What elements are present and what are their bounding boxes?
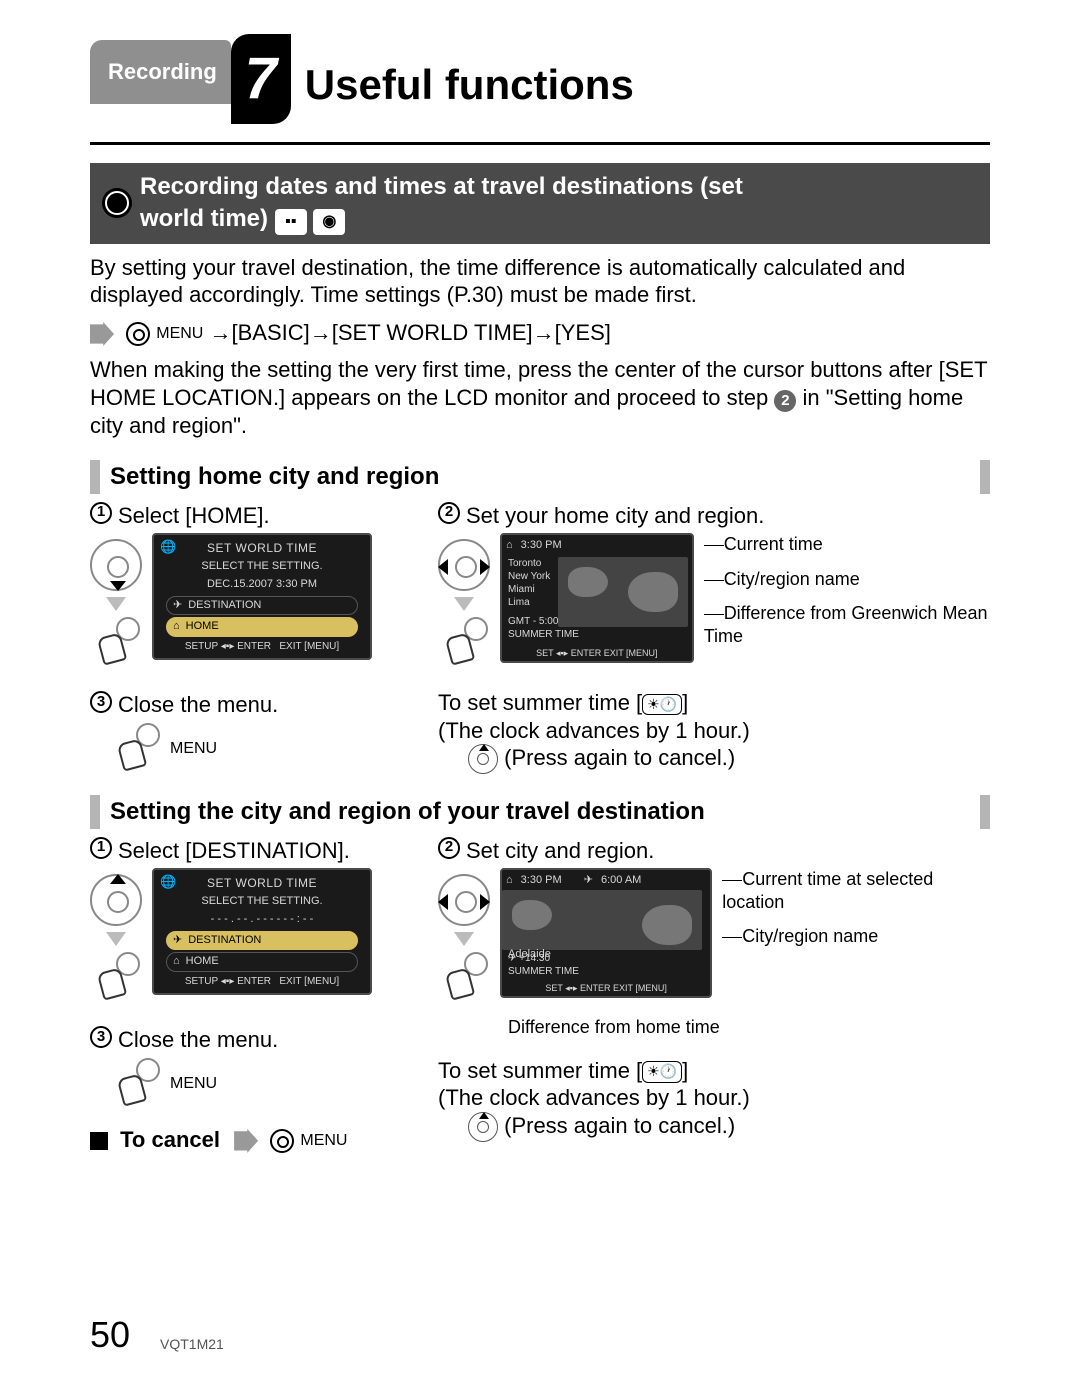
callout-city-name: City/region name (742, 926, 878, 946)
page-header: Recording 7 Useful functions (90, 40, 990, 130)
step-3-text: Close the menu. (118, 691, 278, 719)
dpad-lr-icon (438, 539, 490, 591)
step-ref-2: 2 (774, 390, 796, 412)
dpad-up-icon (468, 1112, 498, 1142)
press-menu-icon (110, 723, 162, 775)
arrow-down-icon (106, 597, 126, 611)
world-map-icon (502, 890, 702, 950)
home-icon: ⌂ (173, 955, 180, 969)
row-destination: ✈DESTINATION (166, 931, 358, 951)
page-number: 50 (90, 1312, 130, 1357)
press-center-icon (438, 952, 490, 1004)
lcd-home-map: ⌂3:30 PM Toronto New York Miami Lima GMT… (500, 533, 694, 663)
photo-mode-icon: ◉ (313, 209, 345, 235)
arrow-icon (90, 322, 114, 346)
callout-gmt-diff: Difference from Greenwich Mean Time (704, 603, 988, 646)
intro-paragraph: By setting your travel destination, the … (90, 254, 990, 309)
chapter-number: 7 (231, 34, 291, 124)
cursor-icon (126, 322, 150, 346)
lcd-home-select: 🌐 SET WORLD TIME SELECT THE SETTING. DEC… (152, 533, 372, 660)
dpad-up-icon (90, 874, 142, 926)
step-2-text: Set your home city and region. (466, 502, 764, 530)
step-1: 1 (90, 502, 112, 524)
row-home: ⌂HOME (166, 952, 358, 972)
step-2: 2 (438, 837, 460, 859)
dpad-lr-icon (438, 874, 490, 926)
step-1: 1 (90, 837, 112, 859)
home-icon: ⌂ (506, 539, 513, 553)
menu-path-text: →[BASIC]→[SET WORLD TIME]→[YES] (209, 320, 610, 345)
summer-time-icon: ☀🕐 (642, 1061, 682, 1083)
first-time-note: When making the setting the very first t… (90, 356, 990, 439)
subheading-destination: Setting the city and region of your trav… (90, 795, 990, 829)
globe-icon (102, 188, 132, 218)
menu-path: MENU →[BASIC]→[SET WORLD TIME]→[YES] (90, 319, 990, 347)
document-code: VQT1M21 (160, 1336, 224, 1354)
home-icon: ⌂ (506, 874, 513, 888)
step-1-text: Select [HOME]. (118, 502, 270, 530)
video-mode-icon: ▪▪ (275, 209, 307, 235)
press-center-icon (90, 952, 142, 1004)
dpad-down-icon (90, 539, 142, 591)
plane-icon: ✈ (173, 934, 182, 948)
subheading-home: Setting home city and region (90, 460, 990, 494)
step-3-text: Close the menu. (118, 1026, 278, 1054)
plane-icon: ✈ (584, 874, 593, 888)
section-bar: Recording dates and times at travel dest… (90, 163, 990, 244)
section-title-line2: world time) (140, 205, 268, 232)
callout-home-diff: Difference from home time (508, 1016, 990, 1039)
screen-globe-icon: 🌐 (160, 539, 176, 555)
to-cancel-label: To cancel (120, 1127, 220, 1152)
page-title: Useful functions (305, 59, 634, 112)
callout-current-time: Current time at selected location (722, 869, 933, 912)
arrow-down-icon (454, 597, 474, 611)
press-menu-icon (110, 1058, 162, 1110)
callout-current-time: Current time (724, 534, 823, 554)
dpad-up-icon (468, 744, 498, 774)
header-rule (90, 142, 990, 145)
summer-time-icon: ☀🕐 (642, 694, 682, 716)
home-steps: 1 Select [HOME]. 🌐 SET WORLD TIME SELECT… (90, 502, 990, 775)
screen-globe-icon: 🌐 (160, 874, 176, 890)
lcd-dest-select: 🌐 SET WORLD TIME SELECT THE SETTING. - -… (152, 868, 372, 995)
section-tab: Recording (90, 40, 231, 104)
step-2-text: Set city and region. (466, 837, 654, 865)
step-2: 2 (438, 502, 460, 524)
lcd-dest-map: ⌂3:30 PM ✈6:00 AM Adelaide ✈ +14:30SUMME… (500, 868, 712, 998)
arrow-down-icon (106, 932, 126, 946)
cursor-icon (270, 1129, 294, 1153)
plane-icon: ✈ (173, 599, 182, 613)
step-3: 3 (90, 691, 112, 713)
press-center-icon (438, 617, 490, 669)
arrow-down-icon (454, 932, 474, 946)
callout-city-name: City/region name (724, 569, 860, 589)
step-3: 3 (90, 1026, 112, 1048)
square-bullet (90, 1132, 108, 1150)
step-1-text: Select [DESTINATION]. (118, 837, 350, 865)
row-home: ⌂HOME (166, 617, 358, 637)
destination-steps: 1 Select [DESTINATION]. 🌐 SET WORLD TIME… (90, 837, 990, 1154)
row-destination: ✈DESTINATION (166, 596, 358, 616)
home-icon: ⌂ (173, 620, 180, 634)
menu-label: MENU (156, 325, 203, 342)
arrow-icon (234, 1129, 258, 1153)
press-center-icon (90, 617, 142, 669)
section-title-line1: Recording dates and times at travel dest… (140, 173, 743, 200)
